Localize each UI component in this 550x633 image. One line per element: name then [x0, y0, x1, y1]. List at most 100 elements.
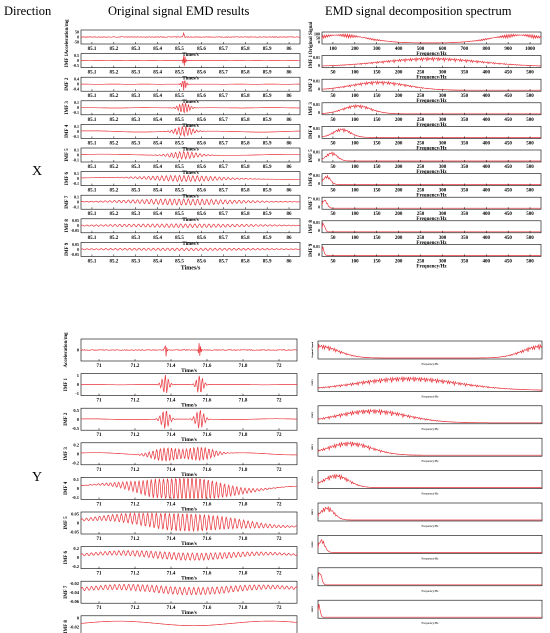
x-spec-imf-1-xtick-label: 150	[373, 71, 381, 76]
x-time-imf-5-xtick-label: 85.3	[131, 165, 140, 170]
x-time-imf-3-ytick-label: 0.1	[74, 100, 79, 105]
x-time-xlabel-repeat: Times/s	[182, 100, 198, 105]
y-time-imf-6-xtick-label: 71.2	[131, 572, 140, 577]
y-time-imf-7-axes	[80, 580, 298, 604]
y-time-imf-7-ytick-label: -0.04	[70, 590, 80, 595]
x-spec-imf-8-xtick-label: 200	[395, 236, 403, 241]
x-time-imf-9-ytick-label: 0	[77, 247, 79, 252]
y-spec-imf1-ylabel: IMF1	[311, 379, 314, 386]
y-spec-imf6-line	[317, 538, 542, 553]
y-time-imf-3-ylabel: IMF 3	[64, 447, 69, 461]
x-time-imf-5-ytick-label: 0	[77, 152, 79, 157]
x-time-imf-6-xtick-label: 85.5	[175, 189, 184, 194]
y-time-imf-6-ylabel: IMF 6	[64, 550, 69, 564]
x-spec-imf-4-ytick-label: 0.01	[313, 126, 320, 131]
y-spec-original-signal-ylabel: Original Signal	[311, 342, 314, 359]
x-spec-imf-4-ylabel: IMF 4	[309, 125, 314, 139]
x-spec-imf-4-xtick-label: 150	[373, 141, 381, 146]
x-time-imf-2-ytick-label: -0.4	[73, 87, 79, 92]
x-time-imf-8-line	[80, 223, 301, 229]
x-spec-imf-9-xtick-label: 50	[330, 259, 336, 264]
x-time-imf-9-xtick-label: 85.9	[263, 259, 272, 264]
x-spec-imf-5-xtick-label: 250	[417, 165, 425, 170]
x-time-imf-5-xtick-label: 85.4	[153, 165, 162, 170]
x-time-imf-6-ylabel: IMF 6	[65, 171, 70, 185]
x-time-imf-1-xtick-label: 85.7	[219, 71, 228, 76]
y-time-imf-6-ytick-label: -0.2	[72, 564, 80, 569]
x-time-imf-3-xtick-label: 85.3	[131, 118, 140, 123]
y-spec-imf1-xlabel: Frequency/Hz	[422, 394, 440, 398]
y-time-imf-5-line	[80, 512, 298, 533]
x-time-imf-3-ytick-label: 0	[77, 105, 79, 110]
y-spec-imf7-axes	[317, 567, 543, 587]
x-spec-imf-5-xtick-label: 500	[526, 165, 534, 170]
x-time-imf-6-ytick-label: 0	[77, 176, 79, 181]
x-spec-imf-2-xtick-label: 200	[395, 94, 403, 99]
x-time-imf-7-ytick-label: -0.1	[73, 205, 79, 210]
y-time-imf-2-xtick-label: 72	[277, 433, 283, 438]
x-time-acceleration-mg-xtick-label: 85.8	[241, 47, 250, 52]
x-spec-imf-6-xtick-label: 200	[395, 189, 403, 194]
x-spec-imf-7-xtick-label: 500	[526, 212, 534, 217]
y-time-imf-5-xtick-label: 71.4	[167, 537, 176, 542]
y-time-imf-1-ylabel: IMF 1	[64, 377, 69, 391]
y-time-imf-6-xtick-label: 71.8	[239, 572, 248, 577]
y-spec-imf8-xlabel: Frequency/Hz	[422, 621, 440, 625]
x-time-imf-2-xtick-label: 85.3	[131, 94, 140, 99]
y-time-imf-5-xlabel: Time/s	[181, 541, 197, 547]
x-time-imf-1-xtick-label: 85.9	[263, 71, 272, 76]
y-time-imf-5-xtick-label: 71.2	[131, 537, 140, 542]
x-time-imf-2-xtick-label: 85.6	[197, 94, 206, 99]
x-time-imf-8-xtick-label: 85.7	[219, 236, 228, 241]
x-spec-original-signal-xtick-label: 600	[439, 47, 447, 52]
y-spec-imf8-line	[317, 603, 542, 618]
x-time-imf-4-ytick-label: 0.1	[74, 124, 79, 129]
y-time-imf-8-ylabel: IMF 8	[64, 620, 69, 633]
x-time-imf-6-line	[80, 174, 300, 183]
y-time-imf-1-xtick-label: 71.6	[203, 399, 212, 404]
x-spec-imf-7-xtick-label: 200	[395, 212, 403, 217]
x-time-imf-5-xtick-label: 85.6	[197, 165, 206, 170]
x-time-imf-4-xtick-label: 86	[287, 141, 293, 146]
x-time-xlabel-repeat: Times/s	[182, 195, 198, 200]
x-spec-imf-9-xtick-label: 500	[526, 259, 534, 264]
x-time-imf-8-xtick-label: 85.2	[109, 236, 118, 241]
x-spec-original-signal-xtick-label: 400	[395, 47, 403, 52]
x-spec-imf-7-ytick-label: 0	[318, 205, 320, 210]
x-time-imf-7-line	[80, 198, 301, 206]
x-spec-imf-6-xtick-label: 500	[526, 189, 534, 194]
x-time-imf-2-xtick-label: 85.9	[263, 94, 272, 99]
y-time-imf-4-xtick-label: 71.8	[239, 502, 248, 507]
y-spec-original-signal-line	[317, 343, 543, 359]
y-time-acceleration-mg-ylabel: Acceleration/mg	[64, 332, 69, 367]
x-time-imf-7-xtick-label: 85.9	[263, 212, 272, 217]
x-time-xlabel-repeat: Times/s	[182, 53, 198, 58]
x-time-imf-1-xtick-label: 85.2	[109, 71, 118, 76]
x-time-imf-9-ytick-label: -0.05	[71, 252, 79, 257]
x-spec-imf-5-xtick-label: 100	[351, 165, 359, 170]
x-spec-imf-1-xtick-label: 200	[395, 71, 403, 76]
y-time-imf-3-xtick-label: 71	[97, 468, 103, 473]
x-spec-imf-1-xtick-label: 350	[461, 71, 469, 76]
y-time-imf-7-xlabel: Time/s	[181, 610, 197, 616]
y-time-imf-6-ytick-label: 0	[77, 555, 80, 560]
y-spec-original-signal-axes	[317, 340, 543, 360]
x-spec-imf-3-xtick-label: 250	[417, 118, 425, 123]
x-spec-imf-7-xtick-label: 150	[373, 212, 381, 217]
y-spec-original-signal-xlabel: Frequency/Hz	[422, 362, 440, 366]
x-spec-imf-6-xtick-label: 50	[330, 189, 336, 194]
x-spec-imf-5-xtick-label: 150	[373, 165, 381, 170]
y-time-acceleration-mg-line	[80, 343, 298, 357]
x-time-imf-7-xtick-label: 85.7	[219, 212, 228, 217]
y-spec-imf2-ylabel: IMF2	[311, 411, 314, 418]
y-spec-imf1-axes	[317, 373, 543, 392]
x-time-imf-2-ytick-label: 0.4	[74, 77, 79, 82]
x-spec-imf-1-xtick-label: 100	[351, 71, 359, 76]
y-time-imf-7-ytick-label: -0.06	[70, 599, 80, 604]
x-time-xlabel-repeat: Times/s	[182, 171, 198, 176]
y-time-imf-3-xtick-label: 72	[277, 468, 283, 473]
x-time-imf-6-xtick-label: 85.3	[131, 189, 140, 194]
x-time-imf-4-ylabel: IMF 4	[65, 124, 70, 138]
y-time-imf-8-line	[81, 620, 297, 627]
y-time-acceleration-mg-xtick-label: 71.6	[203, 364, 212, 369]
